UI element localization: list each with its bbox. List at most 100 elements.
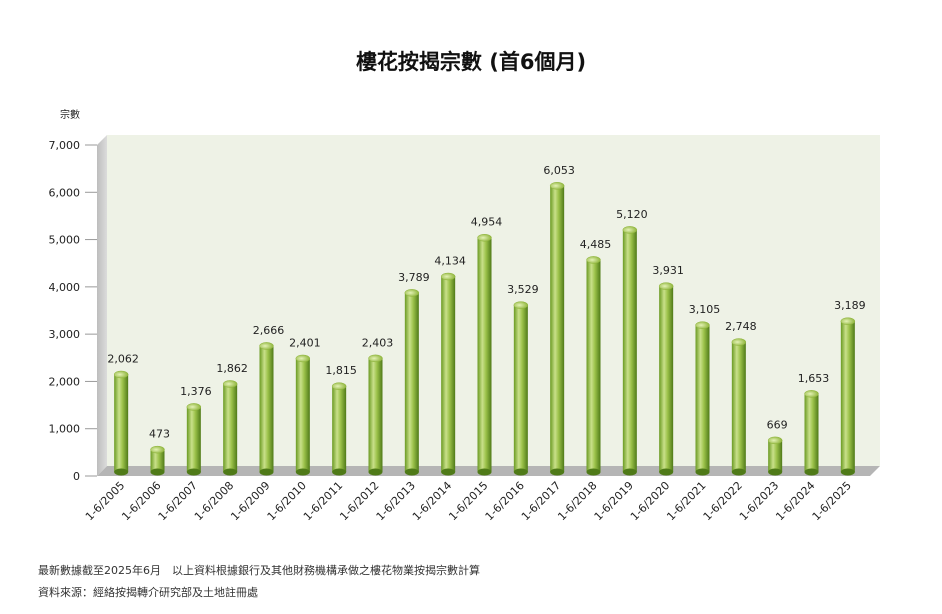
bar-base: [114, 468, 129, 476]
bar-body: [114, 374, 129, 472]
bar-base: [186, 468, 201, 476]
y-tick-label: 3,000: [49, 328, 81, 341]
bar-cap: [513, 301, 529, 309]
bar-body: [477, 237, 492, 472]
data-label: 3,789: [398, 271, 430, 284]
bar: [150, 445, 165, 476]
bar-base: [295, 468, 310, 476]
bar-cap: [586, 256, 601, 264]
y-axis-label: 宗數: [60, 108, 80, 121]
bar-body: [622, 229, 637, 472]
bar-base: [731, 468, 746, 476]
bar: [477, 233, 492, 476]
data-label: 1,815: [325, 364, 357, 377]
bar: [186, 403, 202, 476]
bar-chart: 宗數 01,0002,0003,0004,0005,0006,0007,000 …: [49, 108, 880, 523]
bar-body: [150, 449, 165, 472]
y-tick-label: 5,000: [49, 234, 81, 247]
bar: [767, 436, 783, 476]
bar-cap: [222, 380, 238, 388]
bar-cap: [404, 289, 420, 297]
bar-cap: [477, 233, 492, 242]
bar-cap: [368, 354, 383, 363]
data-label: 2,062: [107, 352, 139, 365]
bar-body: [223, 383, 238, 472]
data-label: 2,401: [289, 336, 321, 349]
bar-body: [586, 259, 601, 472]
bar-base: [622, 468, 637, 476]
bar-body: [404, 292, 419, 472]
bar-body: [441, 276, 456, 472]
data-label: 6,053: [543, 164, 575, 177]
data-label: 2,748: [725, 320, 757, 333]
chart-left-wall: [97, 135, 107, 476]
data-label: 3,105: [689, 303, 721, 316]
bar-body: [695, 325, 710, 472]
data-label: 3,529: [507, 283, 539, 296]
bar-cap: [113, 370, 129, 379]
bar-base: [368, 468, 383, 476]
bar-cap: [150, 445, 165, 454]
bar-cap: [622, 226, 638, 234]
bar-body: [659, 286, 674, 472]
bar-cap: [186, 403, 202, 411]
data-label: 473: [149, 428, 170, 441]
data-label: 3,189: [834, 299, 866, 312]
bar-base: [586, 468, 601, 476]
data-label: 669: [767, 418, 788, 431]
y-tick-label: 0: [73, 470, 80, 483]
data-label: 4,954: [471, 216, 503, 229]
bar-body: [550, 185, 565, 472]
bar-body: [513, 305, 528, 472]
footnote: 最新數據截至2025年6月 以上資料根據銀行及其他財務機構承做之樓花物業按揭宗數…: [38, 564, 480, 577]
bar-base: [550, 468, 565, 476]
bar-base: [477, 468, 492, 476]
bar-base: [223, 468, 238, 476]
bar-base: [404, 468, 419, 476]
data-label: 4,134: [434, 255, 466, 268]
plot-area: [107, 135, 880, 466]
x-tick-label: 1-6/2025: [810, 479, 854, 523]
bar-body: [186, 406, 201, 472]
bar: [113, 370, 129, 476]
bar-body: [259, 345, 274, 472]
bar-body: [295, 358, 310, 472]
bar-base: [768, 468, 783, 476]
bar-body: [332, 386, 347, 472]
bar: [222, 380, 238, 476]
bar-cap: [295, 354, 311, 363]
bar: [368, 354, 383, 476]
bar-base: [840, 468, 855, 476]
bar: [331, 382, 347, 476]
data-label: 1,376: [180, 385, 212, 398]
bar-body: [768, 440, 783, 472]
bar-body: [804, 393, 819, 472]
bar-body: [731, 342, 746, 472]
bar: [259, 342, 274, 476]
bar-base: [513, 468, 528, 476]
data-label: 1,862: [216, 362, 248, 375]
data-label: 2,403: [362, 336, 394, 349]
bar-base: [150, 468, 165, 476]
bar-base: [441, 468, 456, 476]
data-label: 2,666: [253, 324, 285, 337]
bar: [513, 301, 529, 476]
y-tick-label: 1,000: [49, 423, 81, 436]
bar-body: [368, 358, 383, 472]
bar-base: [695, 468, 710, 476]
bar: [804, 390, 819, 476]
bar: [840, 317, 856, 476]
bar: [404, 289, 420, 476]
bar: [586, 256, 601, 476]
bar-cap: [840, 317, 856, 325]
bar: [622, 226, 638, 476]
bar: [658, 282, 674, 476]
chart-title: 樓花按揭宗數 (首6個月): [355, 50, 587, 74]
bar-cap: [767, 436, 783, 445]
y-tick-label: 2,000: [49, 375, 81, 388]
bar: [295, 354, 311, 476]
data-label: 5,120: [616, 208, 648, 221]
bar-cap: [731, 338, 747, 346]
bar-cap: [804, 390, 819, 398]
bar-cap: [440, 272, 456, 281]
